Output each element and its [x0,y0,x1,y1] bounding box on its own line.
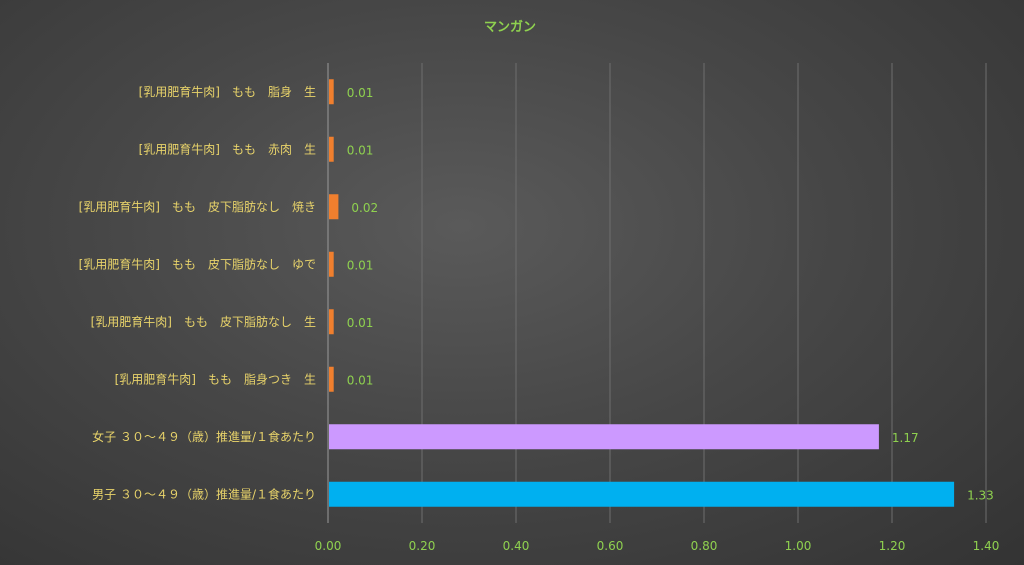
bar [329,309,334,335]
category-label: [乳用肥育牛肉] もも 赤肉 生 [139,141,316,156]
bar [329,481,955,507]
data-label: 0.02 [351,201,378,215]
bar [329,251,334,277]
x-tick-label: 1.40 [973,539,1000,553]
category-label: 男子 ３０～４９（歳）推進量/１食あたり [92,486,316,501]
x-tick-label: 1.00 [785,539,812,553]
category-label: [乳用肥育牛肉] もも 皮下脂肪なし ゆで [79,256,316,271]
x-tick-label: 0.60 [597,539,624,553]
gridlines [327,63,987,523]
bar [329,79,334,105]
category-label: [乳用肥育牛肉] もも 皮下脂肪なし 生 [91,314,316,329]
x-tick-label: 0.40 [503,539,530,553]
bar [329,194,339,220]
chart-title: マンガン [484,20,536,35]
data-label: 1.33 [967,488,994,502]
x-tick-label: 0.20 [409,539,436,553]
category-label: [乳用肥育牛肉] もも 皮下脂肪なし 焼き [79,199,316,214]
category-label: [乳用肥育牛肉] もも 脂身つき 生 [115,371,316,386]
bar [329,136,334,162]
x-tick-label: 0.00 [315,539,342,553]
data-label: 0.01 [347,86,374,100]
data-label: 0.01 [347,373,374,387]
data-label: 0.01 [347,258,374,272]
data-label: 1.17 [892,431,919,445]
labels: 0.00 0.20 0.40 0.60 0.80 1.00 1.20 1.40 [乳用肥育牛肉]… [79,84,1000,553]
category-label: [乳用肥育牛肉] もも 脂身 生 [139,84,316,99]
data-label: 0.01 [347,143,374,157]
bar [329,424,879,450]
category-label: 女子 ３０～４９（歳）推進量/１食あたり [92,429,316,444]
x-tick-label: 1.20 [879,539,906,553]
bar [329,366,334,392]
bars [329,79,955,507]
x-tick-label: 0.80 [691,539,718,553]
data-label: 0.01 [347,316,374,330]
